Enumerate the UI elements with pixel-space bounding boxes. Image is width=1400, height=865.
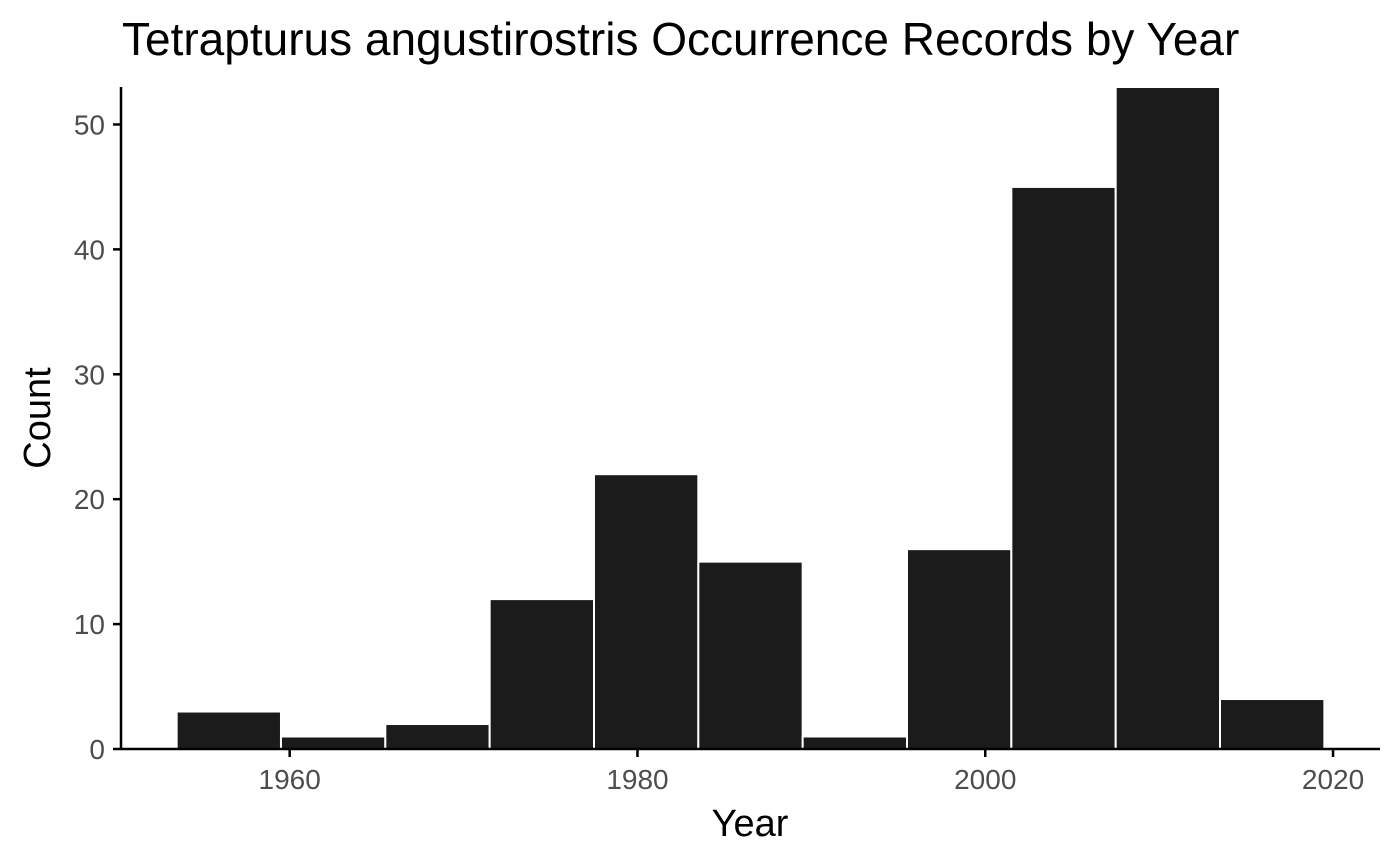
bars-layer bbox=[175, 86, 1326, 751]
x-tick-label: 2000 bbox=[954, 764, 1016, 795]
histogram-bar bbox=[384, 723, 491, 750]
chart-title: Tetrapturus angustirostris Occurrence Re… bbox=[122, 13, 1239, 65]
histogram-bar bbox=[1114, 86, 1222, 750]
y-axis-ticks: 0 10 20 30 40 50 bbox=[74, 109, 121, 765]
histogram-bar bbox=[1219, 698, 1326, 750]
x-axis-ticks: 1960 1980 2000 2020 bbox=[259, 749, 1364, 795]
histogram-bar bbox=[801, 735, 909, 751]
histogram-bar bbox=[175, 710, 282, 751]
x-axis-title: Year bbox=[712, 803, 789, 845]
x-tick-label: 2020 bbox=[1302, 764, 1364, 795]
histogram-bar bbox=[697, 560, 804, 750]
y-tick-label: 30 bbox=[74, 359, 105, 390]
histogram-bar bbox=[592, 473, 700, 750]
histogram-bar bbox=[488, 598, 595, 751]
y-tick-label: 10 bbox=[74, 609, 105, 640]
y-tick-label: 40 bbox=[74, 234, 105, 265]
y-axis-title: Count bbox=[17, 367, 59, 469]
histogram-bar bbox=[1010, 185, 1117, 751]
x-tick-label: 1960 bbox=[259, 764, 321, 795]
histogram-bar bbox=[906, 548, 1013, 750]
x-tick-label: 1980 bbox=[606, 764, 668, 795]
y-tick-label: 50 bbox=[74, 109, 105, 140]
y-tick-label: 0 bbox=[89, 734, 105, 765]
y-tick-label: 20 bbox=[74, 484, 105, 515]
histogram-bar bbox=[279, 735, 387, 751]
